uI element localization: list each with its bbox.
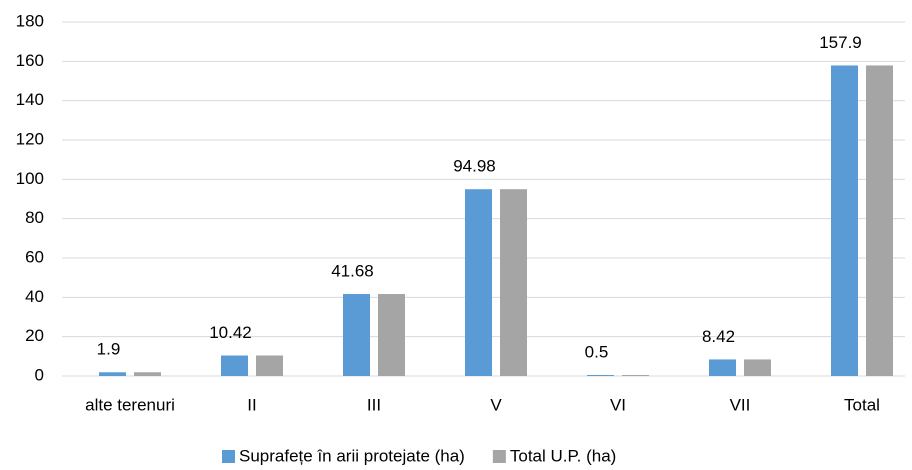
y-tick-label: 20 — [25, 326, 44, 345]
y-tick-label: 60 — [25, 247, 44, 266]
data-label: 10.42 — [209, 323, 252, 342]
bar — [465, 189, 492, 376]
bar — [256, 355, 283, 376]
data-label: 1.9 — [97, 340, 121, 359]
data-label: 41.68 — [331, 262, 374, 281]
y-tick-label: 160 — [16, 51, 44, 70]
x-tick-label: III — [367, 395, 381, 414]
y-tick-label: 140 — [16, 90, 44, 109]
y-tick-label: 180 — [16, 11, 44, 30]
x-tick-label: Total — [844, 395, 880, 414]
data-label: 0.5 — [585, 343, 609, 362]
x-tick-label: VII — [730, 395, 751, 414]
x-tick-label: V — [490, 395, 502, 414]
data-label: 8.42 — [702, 327, 735, 346]
bar — [500, 189, 527, 376]
data-label: 94.98 — [453, 157, 496, 176]
y-tick-label: 100 — [16, 169, 44, 188]
legend-label: Suprafețe în arii protejate (ha) — [239, 446, 465, 465]
bar — [378, 294, 405, 376]
bar — [587, 375, 614, 376]
bar — [221, 355, 248, 376]
bar — [134, 372, 161, 376]
y-tick-label: 80 — [25, 208, 44, 227]
bar — [866, 65, 893, 377]
y-tick-label: 120 — [16, 129, 44, 148]
legend-swatch — [492, 450, 506, 463]
data-label: 157.9 — [819, 33, 862, 52]
bar — [99, 372, 126, 376]
bar — [831, 65, 858, 377]
bar — [709, 359, 736, 376]
y-tick-label: 40 — [25, 287, 44, 306]
bar — [744, 359, 771, 376]
x-tick-label: alte terenuri — [85, 395, 175, 414]
legend-swatch — [222, 450, 235, 463]
x-tick-label: VI — [610, 395, 626, 414]
bar — [622, 375, 649, 376]
legend-label: Total U.P. (ha) — [510, 446, 616, 465]
x-tick-label: II — [247, 395, 256, 414]
bar — [343, 294, 370, 376]
y-tick-label: 0 — [35, 365, 44, 384]
